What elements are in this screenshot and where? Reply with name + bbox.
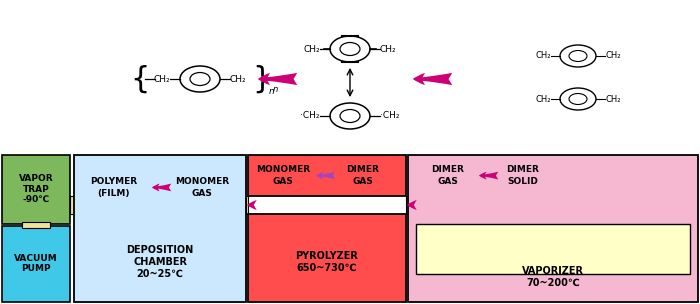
Text: VAPORIZER
70~200℃: VAPORIZER 70~200℃ — [522, 266, 584, 288]
Text: GAS: GAS — [272, 177, 293, 186]
Bar — [2, 155, 70, 223]
Text: CH₂: CH₂ — [379, 44, 396, 54]
Text: POLYMER: POLYMER — [90, 177, 138, 186]
Text: CH₂: CH₂ — [304, 44, 321, 54]
Text: ·CH₂: ·CH₂ — [380, 112, 400, 120]
Text: DIMER: DIMER — [432, 165, 464, 174]
Text: CH₂: CH₂ — [154, 74, 170, 84]
Text: CH₂: CH₂ — [230, 74, 246, 84]
Bar — [406, 196, 408, 214]
Text: CH₂: CH₂ — [536, 95, 551, 103]
Text: DEPOSITION
CHAMBER
20~25℃: DEPOSITION CHAMBER 20~25℃ — [127, 245, 194, 278]
Text: GAS: GAS — [192, 189, 212, 198]
Text: PYROLYZER
650~730℃: PYROLYZER 650~730℃ — [295, 251, 358, 273]
Text: MONOMER: MONOMER — [175, 177, 229, 186]
Text: n: n — [272, 85, 278, 94]
Bar — [408, 155, 698, 302]
Bar — [22, 222, 50, 228]
Text: VAPOR
TRAP
-90℃: VAPOR TRAP -90℃ — [19, 174, 53, 204]
Text: SOLID: SOLID — [508, 177, 538, 186]
Bar — [2, 226, 70, 302]
Text: GAS: GAS — [438, 177, 458, 186]
Bar — [248, 155, 406, 196]
Text: }: } — [252, 64, 272, 94]
Text: ·CH₂: ·CH₂ — [300, 112, 320, 120]
Bar — [416, 224, 690, 274]
Text: VACUUM
PUMP: VACUUM PUMP — [14, 254, 58, 274]
Ellipse shape — [330, 103, 370, 129]
Text: MONOMER: MONOMER — [256, 165, 310, 174]
Text: DIMER: DIMER — [346, 165, 379, 174]
Bar — [74, 155, 246, 302]
Text: CH₂: CH₂ — [536, 51, 551, 60]
Text: CH₂: CH₂ — [606, 51, 621, 60]
Bar — [246, 196, 248, 214]
Text: n: n — [269, 87, 275, 95]
Bar — [248, 214, 406, 302]
Text: (FILM): (FILM) — [98, 189, 130, 198]
Ellipse shape — [180, 66, 220, 92]
Bar — [70, 196, 74, 214]
Ellipse shape — [560, 45, 596, 67]
Text: {: { — [130, 64, 150, 94]
Text: CH₂: CH₂ — [606, 95, 621, 103]
Ellipse shape — [560, 88, 596, 110]
Text: DIMER: DIMER — [507, 165, 540, 174]
Ellipse shape — [330, 36, 370, 62]
Text: GAS: GAS — [353, 177, 373, 186]
